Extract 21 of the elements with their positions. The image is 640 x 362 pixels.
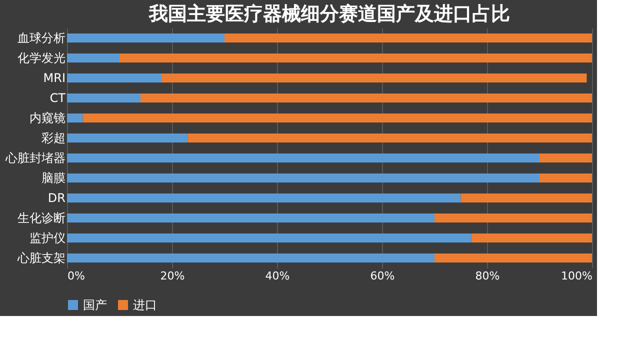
- y-tick-label: 监护仪: [30, 231, 66, 245]
- x-tick-label: 20%: [160, 270, 185, 282]
- y-tick-label: 彩超: [42, 131, 66, 145]
- y-tick-label: CT: [50, 91, 66, 105]
- x-tick-label: 60%: [370, 270, 395, 282]
- legend-label: 进口: [133, 298, 157, 312]
- y-tick-label: 心脏封堵器: [4, 151, 66, 165]
- y-tick-label: DR: [48, 191, 66, 205]
- y-tick-label: 脑膜: [42, 171, 66, 185]
- y-tick-label: 内窥镜: [30, 111, 66, 125]
- y-tick-label: 血球分析: [18, 31, 66, 45]
- x-tick-label: 40%: [265, 270, 290, 282]
- y-tick-label: 生化诊断: [18, 211, 66, 225]
- y-tick-label: MRI: [43, 71, 66, 85]
- x-tick-label: 0%: [68, 270, 85, 282]
- x-tick-label: 100%: [561, 270, 592, 282]
- legend-label: 国产: [83, 298, 107, 312]
- chart-title: 我国主要医疗器械细分赛道国产及进口占比: [148, 3, 510, 25]
- y-tick-label: 化学发光: [18, 51, 66, 65]
- x-tick-label: 80%: [475, 270, 500, 282]
- y-tick-label: 心脏支架: [16, 251, 66, 265]
